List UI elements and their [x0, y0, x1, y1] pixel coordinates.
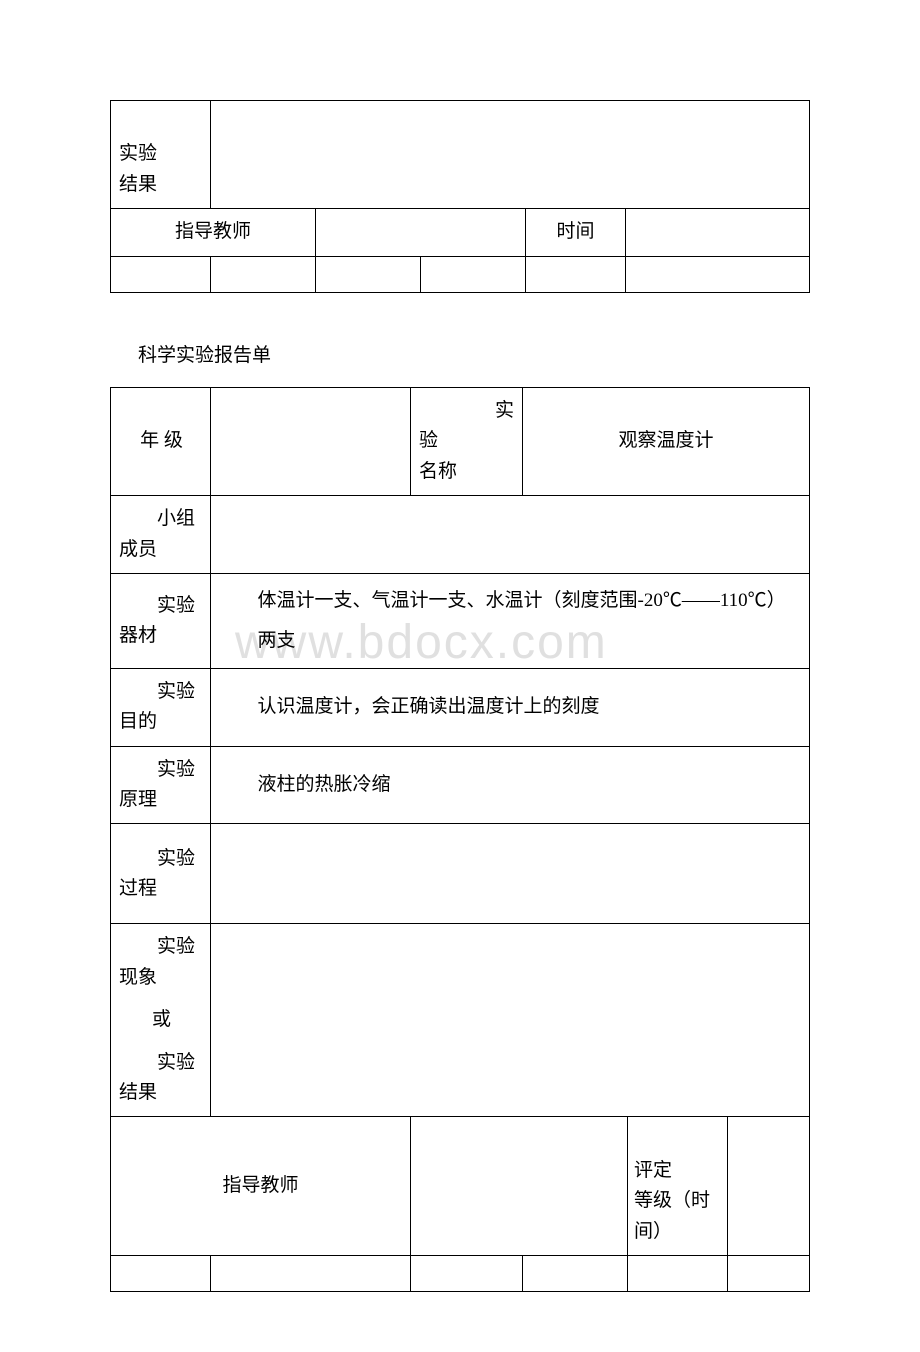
label-text: 小组 — [119, 504, 204, 534]
instructor-value-2 — [411, 1117, 628, 1256]
process-value — [211, 824, 810, 924]
label-text: 实验 — [119, 591, 204, 621]
label-text: 实验 — [119, 932, 204, 962]
empty-cell — [526, 256, 626, 292]
purpose-value: 认识温度计，会正确读出温度计上的刻度 — [211, 668, 810, 746]
label-text: 间） — [634, 1217, 721, 1247]
equipment-label: 实验 器材 — [111, 573, 211, 668]
phenomenon-value — [211, 924, 810, 1117]
exp-result-value — [211, 101, 810, 209]
grade-value — [211, 387, 411, 495]
time-value — [626, 209, 810, 256]
time-label: 时间 — [526, 209, 626, 256]
rating-label: 评定 等级（时 间） — [628, 1117, 728, 1256]
label-text: 实验 — [419, 396, 516, 457]
equipment-value: 体温计一支、气温计一支、水温计（刻度范围-20℃——110℃） 两支 — [211, 573, 810, 668]
label-text: 结果 — [119, 1078, 204, 1108]
label-text: 等级（时 — [634, 1186, 721, 1216]
empty-cell — [316, 256, 421, 292]
rating-value — [728, 1117, 810, 1256]
content-text: 体温计一支、气温计一支、水温计（刻度范围-20℃——110℃） — [229, 586, 803, 616]
principle-label: 实验 原理 — [111, 746, 211, 824]
exp-name-label: 实验 名称 — [411, 387, 523, 495]
content-text: 两支 — [229, 626, 803, 656]
label-text: 实验 — [119, 1048, 204, 1078]
empty-cell — [421, 256, 526, 292]
label-text: 器材 — [119, 621, 204, 651]
table-2: 年 级 实验 名称 观察温度计 小组 成员 实验 器材 体温计一支、气温计一支、… — [110, 387, 810, 1292]
grade-label: 年 级 — [111, 387, 211, 495]
label-text: 实验 — [119, 677, 204, 707]
group-label: 小组 成员 — [111, 496, 211, 574]
empty-cell — [626, 256, 810, 292]
exp-name-value: 观察温度计 — [523, 387, 810, 495]
principle-value: 液柱的热胀冷缩 — [211, 746, 810, 824]
label-text: 实验 — [119, 109, 204, 170]
label-text: 原理 — [119, 785, 204, 815]
empty-cell — [728, 1255, 810, 1291]
label-text: 名称 — [419, 457, 516, 487]
instructor-label-2: 指导教师 — [111, 1117, 411, 1256]
empty-cell — [211, 256, 316, 292]
instructor-label: 指导教师 — [111, 209, 316, 256]
process-label: 实验 过程 — [111, 824, 211, 924]
label-text: 实验 — [119, 844, 204, 874]
purpose-label: 实验 目的 — [111, 668, 211, 746]
group-value — [211, 496, 810, 574]
report-title: 科学实验报告单 — [138, 341, 810, 371]
empty-cell — [628, 1255, 728, 1291]
instructor-value — [316, 209, 526, 256]
empty-cell — [111, 1255, 211, 1291]
empty-cell — [111, 256, 211, 292]
empty-cell — [411, 1255, 523, 1291]
label-text: 评定 — [634, 1125, 721, 1186]
empty-cell — [523, 1255, 628, 1291]
phenomenon-label: 实验 现象 或 实验 结果 — [111, 924, 211, 1117]
label-text: 目的 — [119, 707, 204, 737]
label-text: 结果 — [119, 170, 204, 200]
label-text: 过程 — [119, 874, 204, 904]
label-text: 实验 — [119, 755, 204, 785]
exp-result-label: 实验 结果 — [111, 101, 211, 209]
label-text: 现象 — [119, 963, 204, 993]
empty-cell — [211, 1255, 411, 1291]
label-text: 成员 — [119, 535, 204, 565]
table-1: 实验 结果 指导教师 时间 — [110, 100, 810, 293]
label-text: 或 — [119, 1005, 204, 1035]
